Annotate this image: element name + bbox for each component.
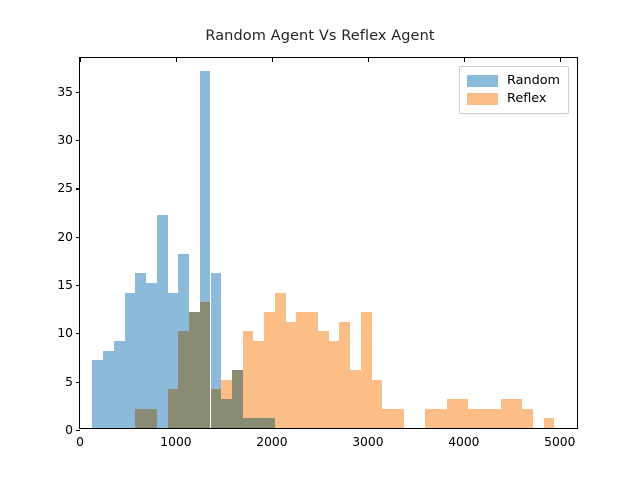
histogram-bar-reflex <box>296 312 308 428</box>
histogram-bar-reflex <box>135 408 146 428</box>
histogram-bar-reflex <box>543 418 555 428</box>
histogram-bar-reflex <box>511 399 523 428</box>
histogram-bar-reflex <box>242 331 254 428</box>
x-tick-mark <box>367 58 369 62</box>
histogram-bar-reflex <box>446 399 458 428</box>
histogram-bar-reflex <box>167 389 179 428</box>
x-tick-label: 1000 <box>160 435 192 449</box>
y-tick-label: 30 <box>57 133 73 148</box>
histogram-bar-reflex <box>436 408 447 428</box>
histogram-bar-reflex <box>489 408 501 428</box>
y-tick-label: 0 <box>65 423 73 437</box>
histogram-bar-reflex <box>339 321 351 428</box>
histogram-bar-reflex <box>393 408 404 428</box>
histogram-bar-reflex <box>317 331 329 428</box>
legend-swatch-icon <box>467 75 499 87</box>
histogram-bar-random <box>103 350 114 428</box>
legend-swatch-icon <box>467 93 499 105</box>
histogram-bar-reflex <box>479 408 490 428</box>
histogram-bar-reflex <box>285 321 297 428</box>
y-tick-mark <box>76 188 80 190</box>
histogram-bar-random <box>124 292 136 428</box>
x-tick-mark <box>271 58 274 62</box>
histogram-bar-random <box>210 273 222 428</box>
x-tick-label: 4000 <box>448 435 480 449</box>
legend-label: Random <box>507 72 560 88</box>
x-tick-mark <box>559 58 561 62</box>
legend-item-reflex: Reflex <box>467 90 560 108</box>
y-tick-mark <box>76 381 80 383</box>
histogram-bars <box>80 58 577 428</box>
plot-area: 0 5 10 15 20 25 30 35 0 1000 2000 3000 4000 5000 Ran… <box>57 57 578 449</box>
x-tick-label: 0 <box>76 435 84 449</box>
x-tick-mark <box>175 58 178 62</box>
x-tick-label: 5000 <box>544 435 576 449</box>
histogram-bar-reflex <box>360 312 372 428</box>
histogram-bar-random <box>92 360 104 428</box>
histogram-bar-reflex <box>328 341 340 428</box>
y-tick-mark <box>76 236 80 238</box>
histogram-bar-reflex <box>522 408 533 428</box>
y-tick-label: 10 <box>57 326 73 341</box>
histogram-bar-reflex <box>457 399 469 428</box>
histogram-bar-reflex <box>178 331 189 428</box>
y-tick-label: 35 <box>57 84 73 99</box>
histogram-bar-reflex <box>350 370 361 428</box>
histogram-bar-reflex <box>253 341 265 428</box>
histogram-bar-reflex <box>371 379 383 428</box>
histogram-bar-reflex <box>146 408 157 428</box>
histogram-bar-random <box>146 283 157 428</box>
histogram-bar-reflex <box>210 389 222 428</box>
histogram-bar-reflex <box>274 292 286 428</box>
y-tick-mark <box>76 91 80 93</box>
legend-label: Reflex <box>507 90 547 106</box>
histogram-bar-random <box>135 273 146 428</box>
histogram-bar-reflex <box>199 302 211 428</box>
y-tick-mark <box>76 140 80 142</box>
legend-item-random: Random <box>467 72 560 90</box>
x-tick-mark <box>80 58 82 62</box>
histogram-bar-random <box>167 292 179 428</box>
histogram-bar-reflex <box>264 312 275 428</box>
chart-legend: Random Reflex <box>459 66 569 114</box>
x-tick-mark <box>463 58 465 62</box>
y-tick-mark <box>76 285 80 287</box>
histogram-bar-reflex <box>382 408 394 428</box>
y-tick-mark <box>76 333 80 335</box>
y-tick-label: 5 <box>65 374 73 389</box>
histogram-bar-reflex <box>221 379 232 428</box>
histogram-bar-random <box>113 341 125 428</box>
y-tick-label: 25 <box>57 181 73 196</box>
chart-title: Random Agent Vs Reflex Agent <box>205 28 435 44</box>
histogram-bar-reflex <box>468 408 480 428</box>
histogram-bar-reflex <box>500 399 512 428</box>
y-tick-label: 20 <box>57 229 73 244</box>
histogram-bar-reflex <box>189 312 200 428</box>
histogram-bar-random <box>156 215 168 428</box>
histogram-bar-random <box>199 70 211 428</box>
y-tick-mark <box>76 430 80 432</box>
histogram-bar-reflex <box>307 312 318 428</box>
y-tick-label: 15 <box>57 278 73 293</box>
x-tick-label: 2000 <box>256 435 288 449</box>
histogram-bar-reflex <box>425 408 437 428</box>
x-tick-label: 3000 <box>352 435 384 449</box>
histogram-bar-reflex <box>232 370 243 428</box>
